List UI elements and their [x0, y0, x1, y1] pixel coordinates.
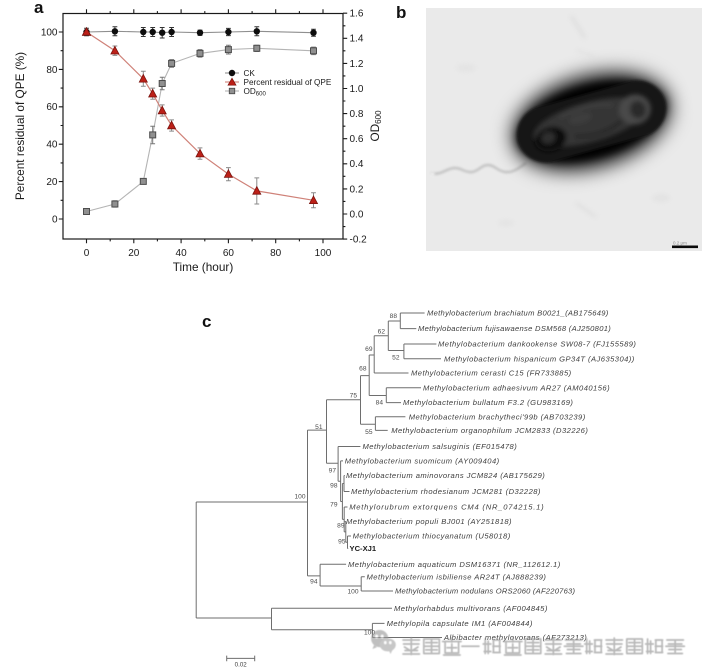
svg-text:Methylobacterium nodulans ORS2: Methylobacterium nodulans ORS2060 (AF220… [395, 587, 575, 596]
svg-text:Methylobacterium thiocyanatum: Methylobacterium thiocyanatum (U58018) [353, 532, 511, 541]
svg-text:Methylobacterium hispanicum GP: Methylobacterium hispanicum GP34T (AJ635… [444, 354, 635, 363]
svg-text:68: 68 [359, 366, 367, 373]
svg-text:Methylobacterium brachytheciʹ9: Methylobacterium brachytheciʹ99b (AB7032… [409, 412, 586, 421]
svg-text:Methylobacterium rhodesianum J: Methylobacterium rhodesianum JCM281 (D32… [351, 487, 541, 496]
svg-text:Methylobacterium bullatum F3.2: Methylobacterium bullatum F3.2 (GU983169… [403, 398, 573, 407]
svg-text:80: 80 [46, 65, 58, 76]
svg-text:Methylobacterium dankookense S: Methylobacterium dankookense SW08-7 (FJ1… [438, 340, 636, 349]
svg-text:0.2 μm: 0.2 μm [673, 241, 687, 246]
svg-text:0: 0 [84, 248, 90, 259]
svg-text:Methylobacterium populi BJ001: Methylobacterium populi BJ001 (AY251818) [346, 517, 512, 526]
svg-text:-0.2: -0.2 [350, 235, 368, 246]
svg-text:88: 88 [390, 313, 398, 320]
svg-text:80: 80 [270, 248, 282, 259]
svg-text:79: 79 [330, 502, 338, 509]
svg-text:100: 100 [294, 494, 305, 501]
svg-text:55: 55 [365, 429, 373, 436]
svg-text:1.0: 1.0 [350, 84, 364, 95]
svg-text:Methylopila capsulate IM1 (AF0: Methylopila capsulate IM1 (AF004844) [387, 619, 533, 628]
svg-text:Albibacter methylovorans (AF27: Albibacter methylovorans (AF273213) [443, 633, 587, 642]
svg-text:0.2: 0.2 [350, 184, 364, 195]
svg-text:Methylorhabdus multivorans (AF: Methylorhabdus multivorans (AF004845) [394, 604, 548, 613]
svg-text:94: 94 [310, 579, 318, 586]
svg-text:60: 60 [223, 248, 235, 259]
svg-text:62: 62 [378, 329, 386, 336]
svg-text:0.6: 0.6 [350, 134, 364, 145]
svg-text:60: 60 [46, 102, 58, 113]
svg-text:Methylobacterium aminovorans J: Methylobacterium aminovorans JCM824 (AB1… [346, 471, 545, 480]
svg-text:Methylobacterium salsuginis (E: Methylobacterium salsuginis (EF015478) [363, 442, 518, 451]
svg-text:OD600: OD600 [244, 87, 267, 98]
svg-text:100: 100 [41, 27, 58, 38]
svg-text:Methylobacterium isbiliense AR: Methylobacterium isbiliense AR24T (AJ888… [367, 572, 547, 581]
svg-text:Methylorubrum extorquens CM4 (: Methylorubrum extorquens CM4 (NR_074215.… [349, 503, 544, 512]
svg-text:Methylobacterium brachiatum B0: Methylobacterium brachiatum B0021_(AB175… [427, 309, 609, 318]
svg-text:Methylobacterium suomicum (AY0: Methylobacterium suomicum (AY009404) [345, 457, 500, 466]
svg-text:Time (hour): Time (hour) [173, 260, 234, 274]
svg-text:Methylobacterium fujisawaense: Methylobacterium fujisawaense DSM568 (AJ… [418, 324, 611, 333]
svg-text:OD600: OD600 [368, 110, 383, 142]
svg-text:52: 52 [392, 355, 400, 362]
svg-text:Methylobacterium organophilum: Methylobacterium organophilum JCM2833 (D… [391, 426, 588, 435]
svg-text:89: 89 [337, 523, 345, 530]
svg-text:0.0: 0.0 [350, 209, 364, 220]
svg-text:97: 97 [329, 468, 337, 475]
svg-text:100: 100 [315, 248, 332, 259]
svg-text:84: 84 [376, 400, 384, 407]
svg-text:Methylobacterium cerasti C15 (: Methylobacterium cerasti C15 (FR733885) [411, 369, 572, 378]
svg-text:0.4: 0.4 [350, 159, 364, 170]
svg-text:0.8: 0.8 [350, 109, 364, 120]
svg-text:Methylobacterium adhaesivum AR: Methylobacterium adhaesivum AR27 (AM0401… [423, 383, 610, 392]
svg-text:40: 40 [176, 248, 188, 259]
svg-text:40: 40 [46, 140, 58, 151]
svg-text:YC-XJ1: YC-XJ1 [350, 544, 377, 553]
svg-text:Percent residual of QPE: Percent residual of QPE [244, 78, 332, 87]
svg-text:Percent residual of QPE (%): Percent residual of QPE (%) [13, 52, 27, 200]
svg-text:CK: CK [244, 69, 256, 78]
svg-text:51: 51 [315, 424, 323, 431]
svg-text:20: 20 [46, 177, 58, 188]
svg-text:100: 100 [347, 589, 358, 596]
svg-text:0: 0 [52, 214, 58, 225]
svg-text:1.6: 1.6 [350, 9, 364, 20]
svg-text:69: 69 [365, 346, 373, 353]
svg-text:1.4: 1.4 [350, 34, 364, 45]
svg-text:95: 95 [338, 539, 346, 546]
svg-text:75: 75 [350, 393, 358, 400]
svg-text:98: 98 [330, 483, 338, 490]
svg-text:0.02: 0.02 [235, 662, 248, 668]
svg-text:20: 20 [128, 248, 140, 259]
svg-text:1.2: 1.2 [350, 59, 364, 70]
svg-text:Methylobacterium aquaticum DSM: Methylobacterium aquaticum DSM16371 (NR_… [348, 560, 561, 569]
svg-text:100: 100 [364, 630, 375, 637]
